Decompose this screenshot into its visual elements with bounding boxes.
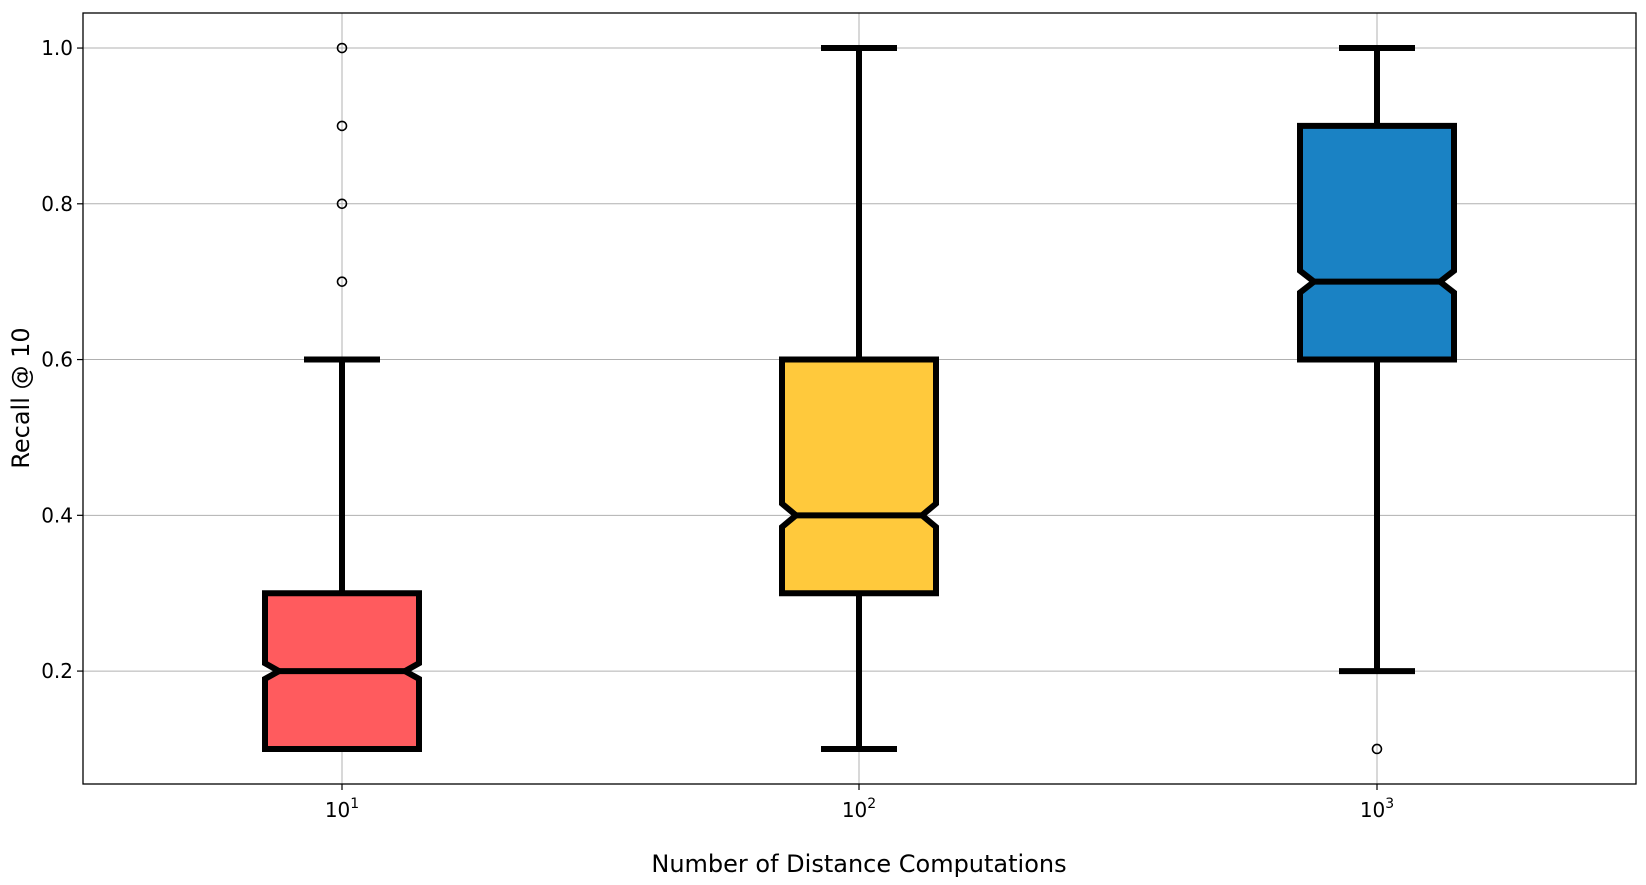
outlier-point	[336, 198, 348, 210]
x-tick-label: 101	[325, 796, 359, 822]
x-tick-label: 102	[842, 796, 876, 822]
box-group	[779, 45, 939, 752]
box-group	[1297, 45, 1457, 755]
y-tick-label: 0.4	[41, 503, 73, 527]
x-axis-ticks: 101 102 103	[325, 784, 1394, 822]
outlier-point	[336, 42, 348, 54]
y-axis-ticks: 0.2 0.4 0.6 0.8 1.0	[41, 36, 83, 683]
x-axis-label: Number of Distance Computations	[651, 850, 1066, 878]
y-tick-label: 0.8	[41, 192, 73, 216]
y-axis-label: Recall @ 10	[7, 327, 35, 468]
y-tick-label: 0.6	[41, 348, 73, 372]
notched-box	[1297, 122, 1457, 363]
outlier-point	[336, 276, 348, 287]
y-tick-label: 1.0	[41, 36, 73, 60]
notched-box	[779, 356, 939, 597]
box-group	[262, 42, 422, 752]
x-tick-label: 103	[1360, 796, 1394, 822]
outlier-point	[336, 120, 348, 132]
outlier-point	[1371, 743, 1383, 755]
y-tick-label: 0.2	[41, 659, 73, 683]
box-series	[262, 42, 1457, 755]
